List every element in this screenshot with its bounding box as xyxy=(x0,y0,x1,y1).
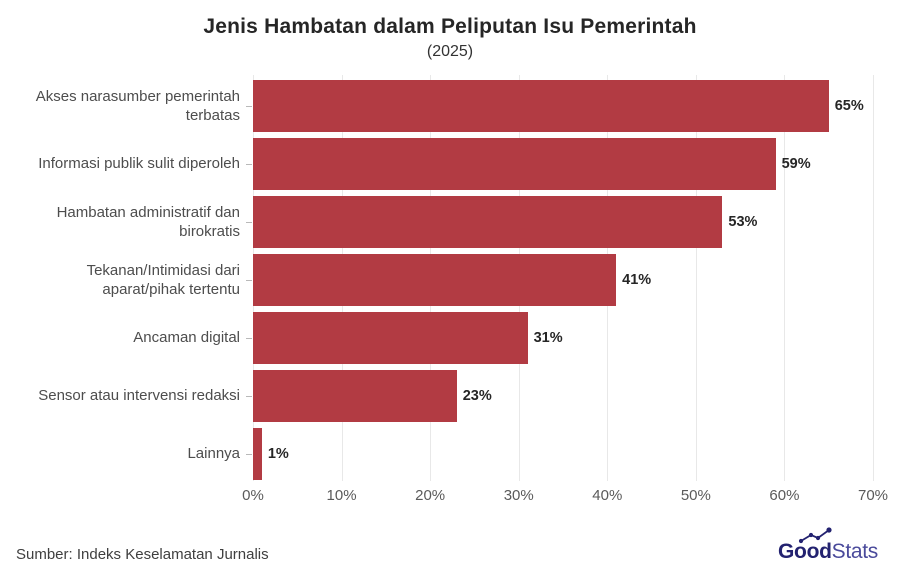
category-label: Informasi publik sulit diperoleh xyxy=(38,155,240,173)
y-tick xyxy=(240,193,253,251)
y-tick-mark xyxy=(246,163,252,165)
bar-row: Akses narasumber pemerintah terbatas 65% xyxy=(0,77,873,135)
logo-text-good: Good xyxy=(778,540,832,563)
category-label: Lainnya xyxy=(187,445,240,463)
value-label: 53% xyxy=(728,214,758,230)
y-tick xyxy=(240,251,253,309)
bar-track: 59% xyxy=(253,138,873,190)
bar xyxy=(253,80,829,132)
value-label: 65% xyxy=(834,98,864,114)
bar-track: 53% xyxy=(253,196,873,248)
x-tick-label: 20% xyxy=(415,487,446,504)
bar-row: Tekanan/Intimidasi dari aparat/pihak ter… xyxy=(0,251,873,309)
bar xyxy=(253,370,457,422)
goodstats-logo: GoodStats xyxy=(778,527,878,563)
gridline xyxy=(695,75,697,481)
chart-footer: Sumber: Indeks Keselamatan Jurnalis Good… xyxy=(0,527,900,567)
bar xyxy=(253,196,723,248)
trend-sparkline-icon xyxy=(798,527,832,544)
bar-row: Informasi publik sulit diperoleh 59% xyxy=(0,135,873,193)
x-tick-label: 50% xyxy=(680,487,711,504)
x-tick-label: 40% xyxy=(592,487,623,504)
gridline xyxy=(784,75,786,481)
bar xyxy=(253,428,262,480)
bar xyxy=(253,138,776,190)
y-tick xyxy=(240,135,253,193)
source-note: Sumber: Indeks Keselamatan Jurnalis xyxy=(16,546,269,563)
x-axis: 0% 10% 20% 30% 40% 50% 60% 70% xyxy=(242,481,888,507)
value-label: 1% xyxy=(267,446,289,462)
bar-row: Lainnya 1% xyxy=(0,425,873,483)
y-tick-mark xyxy=(246,279,252,281)
x-tick-label: 0% xyxy=(242,487,264,504)
bar-row: Ancaman digital 31% xyxy=(0,309,873,367)
y-tick-mark xyxy=(246,453,252,455)
y-tick-mark xyxy=(246,105,252,107)
value-label: 41% xyxy=(622,272,652,288)
x-tick-label: 70% xyxy=(857,487,889,504)
y-tick-mark xyxy=(246,337,252,339)
y-tick-mark xyxy=(246,395,252,397)
bar-track: 23% xyxy=(253,370,873,422)
bar-chart: Akses narasumber pemerintah terbatas 65% I… xyxy=(0,75,874,483)
bar-track: 41% xyxy=(253,254,873,306)
chart-subtitle: (2025) xyxy=(426,43,474,60)
logo-text-stats: Stats xyxy=(831,540,879,563)
bar xyxy=(253,312,528,364)
y-tick-mark xyxy=(246,221,252,223)
category-label: Hambatan administratif dan birokratis xyxy=(56,203,240,241)
bar-rows: Akses narasumber pemerintah terbatas 65% I… xyxy=(0,75,873,483)
y-tick xyxy=(240,367,253,425)
category-label: Tekanan/Intimidasi dari aparat/pihak ter… xyxy=(86,261,240,299)
bar-row: Sensor atau intervensi redaksi 23% xyxy=(0,367,873,425)
y-tick xyxy=(240,425,253,483)
value-label: 31% xyxy=(533,330,563,346)
value-label: 59% xyxy=(781,156,811,172)
gridline xyxy=(873,75,874,481)
bar-row: Hambatan administratif dan birokratis 53% xyxy=(0,193,873,251)
category-label: Sensor atau intervensi redaksi xyxy=(38,387,240,405)
bar-track: 31% xyxy=(253,312,873,364)
value-label: 23% xyxy=(462,388,492,404)
category-label: Ancaman digital xyxy=(133,329,240,347)
x-tick-label: 60% xyxy=(769,487,800,504)
logo-text: GoodStats xyxy=(778,540,878,563)
bar-track: 65% xyxy=(253,80,873,132)
y-tick xyxy=(240,309,253,367)
category-label: Akses narasumber pemerintah terbatas xyxy=(35,87,240,125)
chart-header: Jenis Hambatan dalam Peliputan Isu Pemer… xyxy=(0,0,900,61)
bar xyxy=(253,254,617,306)
chart-title: Jenis Hambatan dalam Peliputan Isu Pemer… xyxy=(203,15,697,38)
y-tick xyxy=(240,77,253,135)
bar-track: 1% xyxy=(253,428,873,480)
x-tick-label: 10% xyxy=(326,487,357,504)
x-tick-label: 30% xyxy=(503,487,534,504)
